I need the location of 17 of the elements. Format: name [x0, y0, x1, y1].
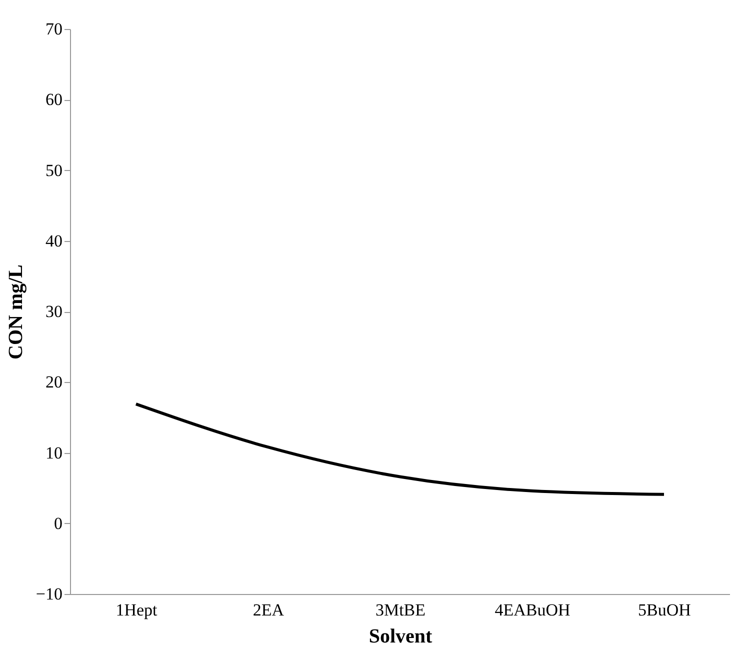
y-tick-label: 0: [54, 514, 62, 533]
x-axis-title: Solvent: [368, 626, 433, 648]
y-tick-label: 50: [46, 160, 62, 180]
x-tick-label: 4EABuOH: [494, 600, 570, 620]
y-axis-title: CON mg/L: [4, 264, 27, 360]
y-tick-label: −10: [36, 584, 62, 604]
x-tick-label: 1Hept: [116, 600, 158, 620]
y-tick-label: 10: [46, 443, 62, 462]
y-tick-label: 70: [46, 20, 62, 38]
y-tick-label: 30: [46, 302, 62, 321]
x-tick-label: 5BuOH: [638, 600, 691, 620]
y-tick-label: 20: [46, 372, 62, 392]
y-tick-label: 40: [46, 231, 62, 250]
y-tick-label: 60: [46, 90, 62, 110]
x-tick-label: 3MtBE: [375, 600, 426, 620]
line-series: [134, 402, 666, 496]
x-tick-label: 2EA: [252, 600, 285, 620]
